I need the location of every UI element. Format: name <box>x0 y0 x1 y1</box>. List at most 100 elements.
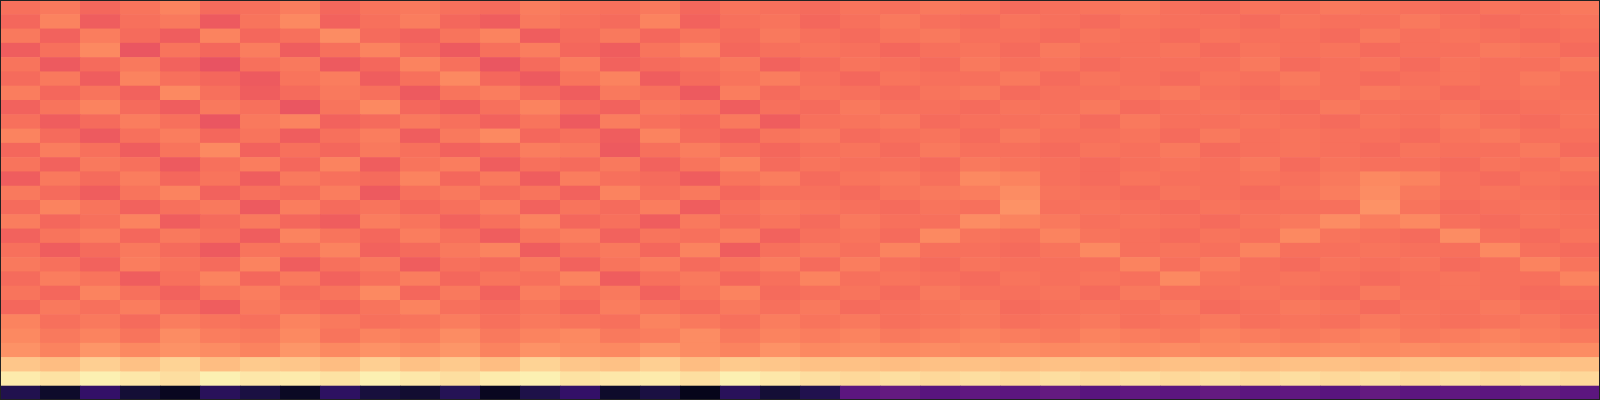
heatmap-cell <box>1400 129 1441 144</box>
heatmap-cell <box>480 200 521 215</box>
heatmap-cell <box>1200 286 1241 301</box>
heatmap-cell <box>320 214 361 229</box>
heatmap-cell <box>1560 229 1600 244</box>
heatmap-cell <box>440 171 481 186</box>
heatmap-cell <box>1000 157 1041 172</box>
heatmap-cell <box>280 100 321 115</box>
heatmap-cell <box>920 86 961 101</box>
heatmap-cell <box>280 57 321 72</box>
heatmap-cell <box>280 271 321 286</box>
heatmap-cell <box>480 229 521 244</box>
heatmap-cell <box>240 114 281 129</box>
heatmap-cell <box>760 43 801 58</box>
heatmap-cell <box>1200 114 1241 129</box>
heatmap-cell <box>1000 229 1041 244</box>
heatmap-cell <box>320 343 361 358</box>
heatmap-cell <box>1480 57 1521 72</box>
heatmap-cell <box>120 200 161 215</box>
heatmap-cell <box>160 186 201 201</box>
heatmap-cell <box>160 157 201 172</box>
heatmap-cell <box>480 57 521 72</box>
heatmap-cell <box>320 357 361 372</box>
heatmap-cell <box>1040 314 1081 329</box>
heatmap-cell <box>1320 214 1361 229</box>
heatmap-cell <box>1280 386 1321 400</box>
heatmap-cell <box>1280 71 1321 86</box>
heatmap-cell <box>200 29 241 44</box>
heatmap-cell <box>440 186 481 201</box>
heatmap-cell <box>1200 357 1241 372</box>
heatmap-cell <box>1520 57 1561 72</box>
heatmap-cell <box>880 57 921 72</box>
heatmap-cell <box>1360 57 1401 72</box>
heatmap-cell <box>960 14 1001 29</box>
heatmap-cell <box>360 186 401 201</box>
heatmap-cell <box>720 157 761 172</box>
heatmap-cell <box>1360 71 1401 86</box>
heatmap-cell <box>1320 86 1361 101</box>
heatmap-cell <box>160 71 201 86</box>
heatmap-cell <box>480 300 521 315</box>
heatmap-cell <box>680 0 721 15</box>
heatmap-cell <box>520 329 561 344</box>
heatmap-cell <box>480 0 521 15</box>
heatmap-cell <box>560 357 601 372</box>
heatmap-cell <box>0 171 41 186</box>
heatmap-cell <box>1000 314 1041 329</box>
heatmap-cell <box>720 243 761 258</box>
heatmap-cell <box>1440 143 1481 158</box>
heatmap-cell <box>40 157 81 172</box>
heatmap-cell <box>80 14 121 29</box>
heatmap-cell <box>1120 371 1161 386</box>
heatmap-cell <box>120 243 161 258</box>
heatmap-cell <box>600 57 641 72</box>
heatmap-cell <box>1400 100 1441 115</box>
heatmap-cell <box>1000 329 1041 344</box>
heatmap-cell <box>1400 86 1441 101</box>
heatmap-cell <box>880 271 921 286</box>
heatmap-cell <box>1200 200 1241 215</box>
heatmap-cell <box>840 286 881 301</box>
heatmap-cell <box>1040 114 1081 129</box>
heatmap-cell <box>1400 57 1441 72</box>
heatmap-cell <box>1240 371 1281 386</box>
heatmap-cell <box>320 129 361 144</box>
heatmap-cell <box>1040 57 1081 72</box>
heatmap-cell <box>1160 86 1201 101</box>
heatmap-cell <box>480 114 521 129</box>
heatmap-cell <box>560 229 601 244</box>
heatmap-cell <box>160 29 201 44</box>
heatmap-cell <box>960 143 1001 158</box>
heatmap-cell <box>760 143 801 158</box>
heatmap-cell <box>360 43 401 58</box>
heatmap-cell <box>920 357 961 372</box>
heatmap-cell <box>1560 243 1600 258</box>
heatmap-cell <box>600 186 641 201</box>
heatmap-cell <box>1520 100 1561 115</box>
heatmap-cell <box>1320 0 1361 15</box>
heatmap-cell <box>200 257 241 272</box>
heatmap-cell <box>560 257 601 272</box>
heatmap-cell <box>1280 229 1321 244</box>
heatmap-cell <box>1280 14 1321 29</box>
heatmap-cell <box>480 157 521 172</box>
heatmap-cell <box>1560 114 1600 129</box>
heatmap-cell <box>600 214 641 229</box>
heatmap-cell <box>520 343 561 358</box>
heatmap-cell <box>840 43 881 58</box>
heatmap-cell <box>680 86 721 101</box>
heatmap-cell <box>360 129 401 144</box>
heatmap-cell <box>1360 271 1401 286</box>
heatmap-cell <box>680 314 721 329</box>
heatmap-cell <box>0 314 41 329</box>
heatmap-cell <box>40 186 81 201</box>
heatmap-cell <box>560 329 601 344</box>
heatmap-cell <box>1200 243 1241 258</box>
heatmap-cell <box>1520 343 1561 358</box>
heatmap-cell <box>160 214 201 229</box>
heatmap-cell <box>400 200 441 215</box>
heatmap-cell <box>1200 129 1241 144</box>
heatmap-cell <box>920 214 961 229</box>
heatmap-cell <box>880 71 921 86</box>
heatmap-cell <box>1440 300 1481 315</box>
